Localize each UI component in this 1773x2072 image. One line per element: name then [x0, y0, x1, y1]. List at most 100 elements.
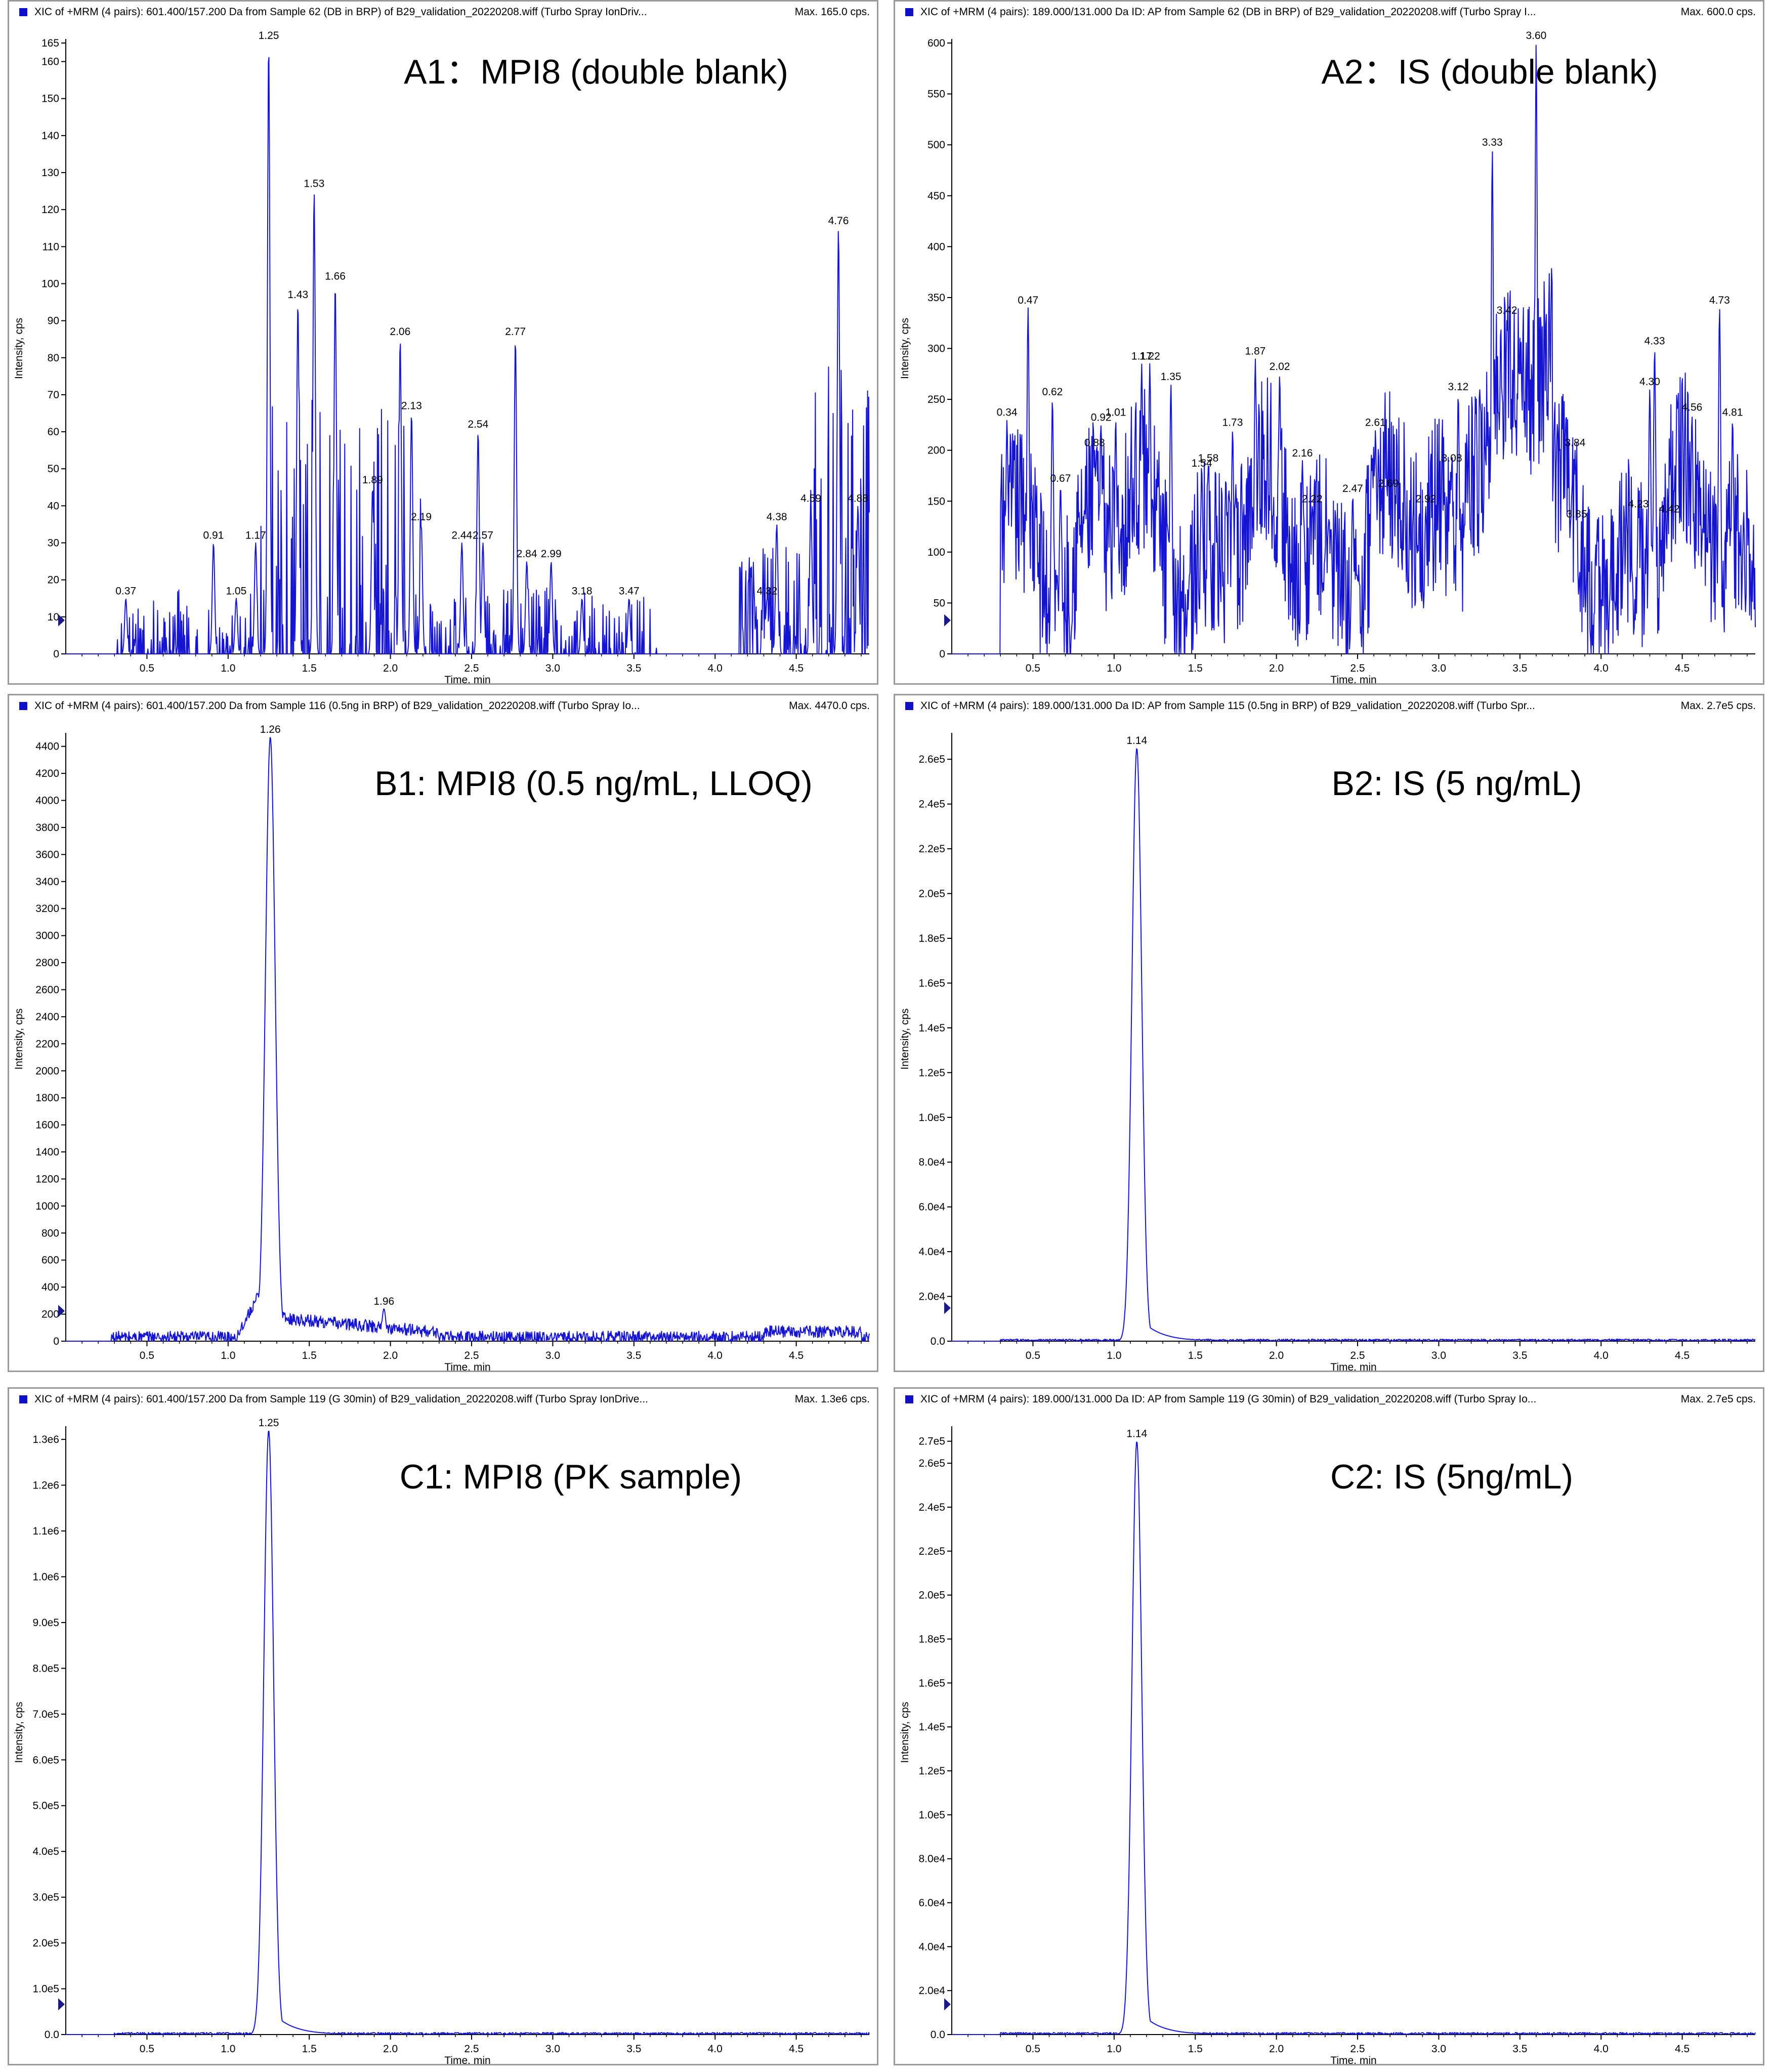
trace-color-icon	[905, 8, 913, 16]
y-tick-label: 20	[48, 574, 59, 586]
x-tick-label: 1.0	[1107, 1350, 1121, 1361]
peak-label: 1.53	[304, 178, 324, 190]
x-tick-label: 4.5	[1675, 1350, 1690, 1361]
max-intensity: Max. 165.0 cps.	[794, 6, 870, 18]
x-tick-label: 4.5	[789, 662, 804, 674]
y-tick-label: 1.3e6	[32, 1434, 59, 1445]
peak-label: 1.54	[1192, 458, 1212, 469]
peak-label: 2.22	[1302, 493, 1323, 505]
y-tick-label: 1.0e5	[918, 1112, 945, 1124]
peak-label: 3.60	[1526, 30, 1546, 42]
x-tick-label: 1.5	[302, 2043, 317, 2055]
y-tick-label: 3.0e5	[32, 1892, 59, 1903]
y-tick-label: 6.0e5	[32, 1754, 59, 1766]
y-tick-label: 1.6e5	[918, 1677, 945, 1689]
y-tick-label: 2.6e5	[918, 754, 945, 765]
peak-label: 3.47	[619, 585, 640, 597]
y-tick-label: 50	[934, 597, 945, 609]
y-tick-label: 1600	[35, 1120, 59, 1131]
peak-label: 0.47	[1018, 295, 1038, 306]
threshold-marker-icon	[58, 1305, 65, 1317]
y-tick-label: 1000	[35, 1200, 59, 1212]
panel-title: C1: MPI8 (PK sample)	[400, 1458, 742, 1496]
peak-label: 0.67	[1050, 473, 1071, 484]
y-axis-label: Intensity, cps	[899, 318, 911, 379]
axes	[65, 1426, 869, 2035]
y-tick-label: 1.6e5	[918, 977, 945, 989]
peak-label: 1.14	[1126, 735, 1147, 747]
y-tick-label: 2.0e4	[918, 1985, 945, 1997]
y-tick-label: 0.0	[931, 2029, 945, 2041]
peak-label: 4.73	[1709, 295, 1730, 306]
x-tick-label: 3.0	[1431, 1350, 1446, 1361]
y-tick-label: 600	[41, 1255, 59, 1266]
x-tick-label: 1.5	[302, 662, 317, 674]
y-tick-label: 450	[927, 190, 945, 202]
y-tick-label: 1800	[35, 1092, 59, 1104]
x-tick-label: 4.5	[1675, 662, 1690, 674]
x-tick-label: 3.5	[1512, 2043, 1527, 2055]
peak-label: 2.57	[473, 530, 493, 542]
chart-svg: 0.5 1.0 1.5 2.0 2.5 3.0 3.5 4.0 4.5 0.0 2.0e4 4.0e4…	[899, 1426, 1756, 2064]
y-tick-label: 4.0e5	[32, 1846, 59, 1857]
y-tick-label: 3600	[35, 849, 59, 860]
y-tick-label: 1.4e5	[918, 1022, 945, 1034]
peak-label: 1.58	[1198, 452, 1218, 464]
y-tick-label: 165	[41, 37, 59, 49]
y-tick-label: 1200	[35, 1173, 59, 1185]
x-tick-label: 4.5	[789, 2043, 804, 2055]
trace-color-icon	[19, 8, 27, 16]
peak-label: 4.59	[800, 492, 821, 504]
y-tick-label: 2.4e5	[918, 799, 945, 810]
y-tick-label: 30	[48, 537, 59, 549]
x-tick-label: 4.0	[1594, 2043, 1609, 2055]
y-tick-label: 400	[41, 1281, 59, 1293]
x-tick-label: 1.5	[302, 1350, 317, 1361]
y-tick-label: 350	[927, 292, 945, 304]
peak-label: 2.13	[401, 400, 422, 412]
peak-label: 1.25	[259, 1417, 279, 1429]
threshold-marker-icon	[944, 1302, 951, 1314]
peak-label: 2.92	[1415, 493, 1436, 505]
y-tick-label: 2400	[35, 1011, 59, 1023]
y-tick-label: 8.0e4	[918, 1853, 945, 1865]
y-tick-label: 4.0e4	[918, 1941, 945, 1953]
peak-label: 1.87	[1245, 346, 1265, 357]
x-axis-label: Time, min	[1330, 1361, 1376, 1371]
y-tick-label: 1.0e5	[32, 1983, 59, 1995]
x-tick-label: 0.5	[1026, 2043, 1040, 2055]
y-axis-label: Intensity, cps	[13, 1702, 25, 1763]
chromatogram-panel-c2: XIC of +MRM (4 pairs): 189.000/131.000 D…	[894, 1387, 1764, 2065]
panel-title: B2: IS (5 ng/mL)	[1331, 764, 1582, 803]
y-tick-label: 110	[43, 241, 59, 253]
y-tick-label: 1.8e5	[918, 933, 945, 944]
peak-label: 3.84	[1565, 437, 1585, 449]
x-axis-label: Time, min	[444, 2055, 490, 2064]
peak-label: 4.30	[1639, 376, 1660, 388]
peak-label: 4.88	[848, 492, 868, 504]
y-tick-label: 2.2e5	[918, 1546, 945, 1557]
y-tick-label: 100	[41, 278, 59, 289]
y-tick-label: 2.7e5	[918, 1436, 945, 1447]
x-tick-label: 0.5	[140, 1350, 154, 1361]
x-tick-label: 0.5	[140, 662, 154, 674]
panel-header: XIC of +MRM (4 pairs): 601.400/157.200 D…	[9, 695, 877, 717]
peak-label: 2.61	[1365, 417, 1386, 428]
y-tick-label: 6.0e4	[918, 1897, 945, 1909]
threshold-marker-icon	[944, 614, 951, 627]
peak-label: 2.44	[451, 530, 472, 542]
x-tick-label: 4.0	[708, 1350, 723, 1361]
peak-label: 1.17	[1131, 351, 1152, 362]
y-tick-label: 200	[41, 1309, 59, 1320]
chromatogram-panel-b1: XIC of +MRM (4 pairs): 601.400/157.200 D…	[8, 694, 878, 1372]
x-axis-label: Time, min	[1330, 674, 1376, 683]
x-tick-label: 2.5	[464, 2043, 479, 2055]
chromatogram-panel-b2: XIC of +MRM (4 pairs): 189.000/131.000 D…	[894, 694, 1764, 1372]
peak-label: 1.26	[260, 724, 281, 735]
peak-label: 2.54	[468, 419, 488, 430]
x-axis-label: Time, min	[1330, 2055, 1376, 2064]
peak-label: 2.47	[1342, 483, 1363, 494]
xic-description: XIC of +MRM (4 pairs): 189.000/131.000 D…	[920, 6, 1536, 18]
y-tick-label: 0.0	[45, 2029, 59, 2041]
x-tick-label: 1.5	[1188, 1350, 1203, 1361]
